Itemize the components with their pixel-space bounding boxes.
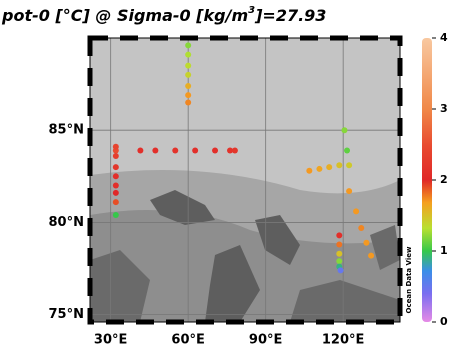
- data-point: [185, 63, 191, 69]
- data-point: [336, 251, 342, 257]
- data-point: [326, 164, 332, 170]
- colorbar-tick-label: 4: [440, 31, 448, 44]
- data-point: [232, 147, 238, 153]
- data-point: [113, 199, 119, 205]
- data-point: [152, 147, 158, 153]
- lon-tick-label: 30°E: [94, 333, 127, 348]
- data-point: [113, 183, 119, 189]
- data-point: [368, 253, 374, 259]
- data-point: [346, 162, 352, 168]
- data-point: [185, 42, 191, 48]
- lon-tick-label: 60°E: [171, 333, 204, 348]
- data-point: [336, 242, 342, 248]
- data-point: [185, 52, 191, 58]
- data-point: [137, 147, 143, 153]
- data-point: [341, 127, 347, 133]
- colorbar: [422, 38, 432, 322]
- data-point: [185, 83, 191, 89]
- data-point: [363, 240, 369, 246]
- data-point: [113, 144, 119, 150]
- data-point: [336, 232, 342, 238]
- basemap: [90, 38, 400, 322]
- title-text: pot-0 [°C] @ Sigma-0 [kg/m: [1, 6, 248, 25]
- title-sup: 3: [248, 5, 255, 16]
- data-point: [172, 147, 178, 153]
- lat-tick-label: 75°N: [49, 307, 84, 322]
- lon-tick-label: 90°E: [249, 333, 282, 348]
- data-point: [353, 208, 359, 214]
- colorbar-tick-label: 3: [440, 102, 448, 115]
- data-point: [212, 147, 218, 153]
- data-point: [306, 168, 312, 174]
- title-tail: ]=27.93: [254, 6, 326, 25]
- lat-tick-label: 85°N: [49, 123, 84, 138]
- data-point: [336, 162, 342, 168]
- data-point: [316, 166, 322, 172]
- lon-tick-label: 120°E: [322, 333, 365, 348]
- watermark: Ocean Data View: [405, 246, 413, 313]
- data-point: [185, 72, 191, 78]
- data-point: [113, 153, 119, 159]
- data-point: [358, 225, 364, 231]
- colorbar-tick-label: 2: [440, 173, 448, 186]
- colorbar-tick-label: 1: [440, 244, 448, 257]
- data-point: [113, 164, 119, 170]
- data-point: [113, 173, 119, 179]
- data-point: [185, 100, 191, 106]
- data-point: [113, 212, 119, 218]
- data-point: [346, 188, 352, 194]
- data-point: [338, 267, 344, 273]
- data-point: [344, 147, 350, 153]
- data-point: [336, 258, 342, 264]
- map-title: pot-0 [°C] @ Sigma-0 [kg/m3]=27.93: [1, 5, 326, 25]
- map-figure: pot-0 [°C] @ Sigma-0 [kg/m3]=27.93 Ocean…: [0, 0, 465, 353]
- data-point: [185, 92, 191, 98]
- data-point: [192, 147, 198, 153]
- data-point: [113, 190, 119, 196]
- colorbar-tick-label: 0: [440, 315, 448, 328]
- lat-tick-label: 80°N: [49, 215, 84, 230]
